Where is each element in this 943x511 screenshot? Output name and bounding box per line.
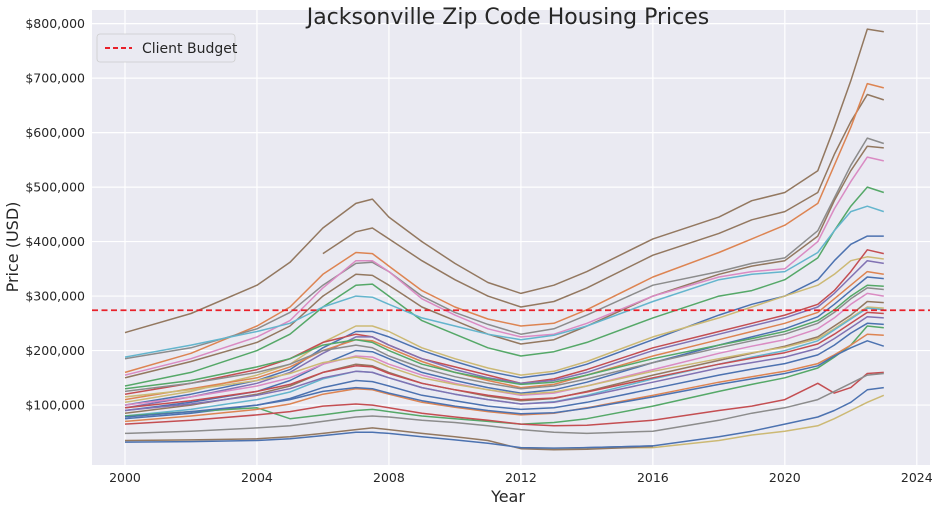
series-line-12 bbox=[124, 259, 884, 409]
series-line-5 bbox=[124, 145, 884, 379]
legend-box bbox=[96, 33, 236, 63]
y-tick-label: $300,000 bbox=[25, 289, 85, 304]
y-tick-label: $500,000 bbox=[25, 180, 85, 195]
series-line-14 bbox=[124, 276, 884, 412]
series-line-2 bbox=[322, 93, 885, 308]
series-line-4 bbox=[124, 137, 885, 360]
series-line-30 bbox=[124, 372, 884, 435]
y-tick-label: $800,000 bbox=[25, 16, 85, 31]
x-tick-label: 2004 bbox=[241, 470, 273, 485]
legend: Client Budget bbox=[96, 33, 238, 63]
x-tick-label: 2020 bbox=[769, 470, 801, 485]
y-tick-label: $100,000 bbox=[25, 398, 85, 413]
series-line-7 bbox=[124, 186, 885, 387]
series-line-3 bbox=[124, 82, 884, 374]
y-axis-title: Price (USD) bbox=[3, 202, 22, 293]
series-line-21 bbox=[124, 311, 884, 409]
x-tick-label: 2012 bbox=[505, 470, 537, 485]
y-tick-label: $200,000 bbox=[25, 343, 85, 358]
tick-labels: 2000 2004 2008 2012 2016 2020 2024 $100,000 $200… bbox=[25, 16, 932, 485]
series-line-25 bbox=[124, 333, 884, 423]
series-line-32 bbox=[124, 431, 653, 449]
chart-title: Jacksonville Zip Code Housing Prices bbox=[305, 5, 710, 30]
series-line-19 bbox=[124, 306, 884, 398]
x-tick-label: 2016 bbox=[637, 470, 669, 485]
series-layer bbox=[124, 28, 885, 451]
x-axis-title: Year bbox=[490, 487, 525, 506]
y-tick-label: $600,000 bbox=[25, 125, 85, 140]
series-line-6 bbox=[124, 156, 884, 376]
series-line-17 bbox=[124, 292, 884, 406]
series-line-1 bbox=[124, 28, 884, 334]
series-line-22 bbox=[124, 322, 884, 420]
series-line-23 bbox=[124, 316, 884, 412]
series-line-13 bbox=[124, 270, 884, 401]
x-tick-label: 2024 bbox=[901, 470, 933, 485]
x-tick-label: 2008 bbox=[373, 470, 405, 485]
legend-label: Client Budget bbox=[142, 41, 238, 57]
series-line-15 bbox=[124, 284, 884, 390]
series-line-16 bbox=[124, 287, 884, 393]
y-tick-label: $400,000 bbox=[25, 234, 85, 249]
series-line-27 bbox=[124, 371, 884, 427]
series-line-31 bbox=[124, 427, 653, 451]
y-tick-label: $700,000 bbox=[25, 71, 85, 86]
grid bbox=[92, 10, 930, 465]
series-line-8 bbox=[124, 205, 885, 358]
series-line-26 bbox=[124, 340, 885, 418]
x-tick-label: 2000 bbox=[109, 470, 141, 485]
